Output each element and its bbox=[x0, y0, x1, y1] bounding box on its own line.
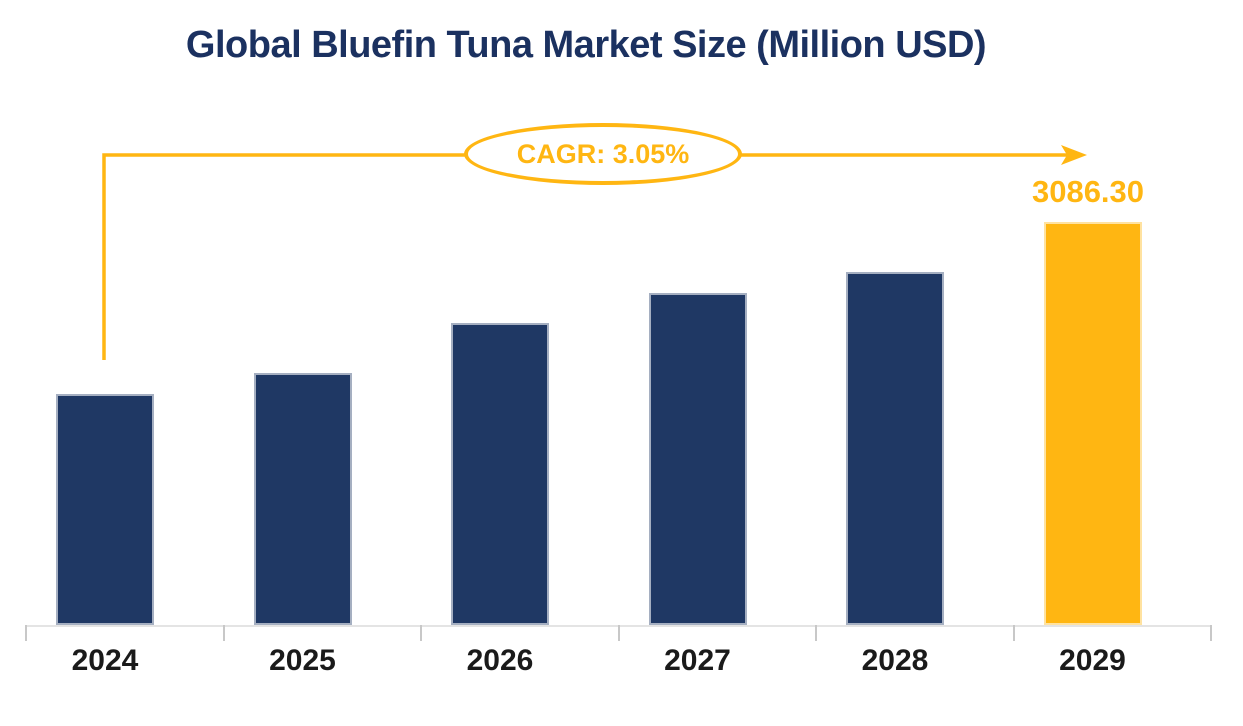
bar-2024 bbox=[56, 393, 154, 625]
category-label-2026: 2026 bbox=[466, 644, 534, 677]
cagr-badge: CAGR: 3.05% bbox=[464, 123, 742, 185]
axis-tick bbox=[420, 625, 422, 641]
bar-2026 bbox=[451, 322, 549, 625]
bar-2027 bbox=[648, 292, 747, 625]
axis-tick bbox=[25, 625, 27, 641]
axis-tick bbox=[1012, 625, 1015, 641]
category-label-2029: 2029 bbox=[1059, 644, 1126, 677]
chart-title: Global Bluefin Tuna Market Size (Million… bbox=[185, 24, 987, 66]
axis-tick bbox=[815, 625, 817, 641]
bar-2028 bbox=[846, 271, 944, 625]
bar-2025 bbox=[253, 372, 352, 625]
category-label-2025: 2025 bbox=[269, 644, 336, 677]
cagr-label: CAGR: 3.05% bbox=[516, 138, 690, 169]
axis-tick bbox=[222, 625, 225, 641]
axis-tick bbox=[617, 625, 620, 641]
category-label-2024: 2024 bbox=[71, 644, 139, 677]
data-label-2029: 3086.30 bbox=[1031, 174, 1145, 209]
axis-tick bbox=[1210, 625, 1212, 641]
category-label-2028: 2028 bbox=[861, 644, 929, 677]
bar-2029 bbox=[1043, 222, 1142, 625]
category-label-2027: 2027 bbox=[664, 644, 731, 677]
